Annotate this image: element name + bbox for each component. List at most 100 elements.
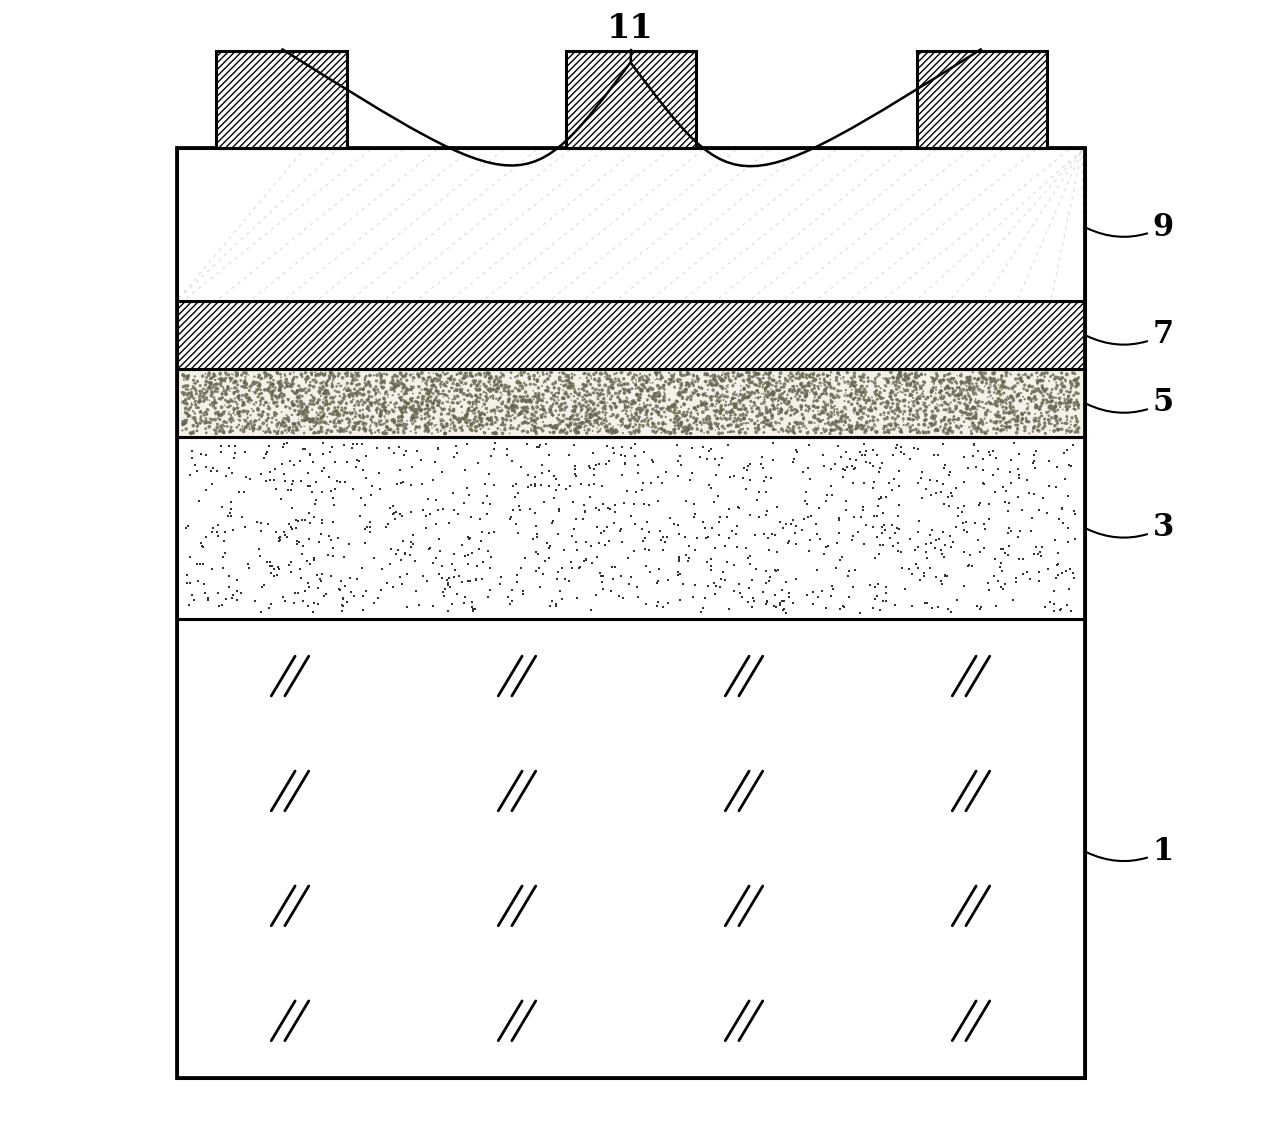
Point xyxy=(731,365,752,384)
Point xyxy=(583,407,603,426)
Point xyxy=(1019,368,1039,386)
Point xyxy=(753,460,773,478)
Point xyxy=(560,414,580,432)
Point xyxy=(382,386,402,404)
Point xyxy=(700,410,720,428)
Point xyxy=(320,363,340,381)
Point xyxy=(638,381,658,400)
Point xyxy=(893,393,913,411)
Point xyxy=(885,410,905,428)
Point xyxy=(212,596,232,614)
Point xyxy=(777,403,797,421)
Point xyxy=(820,377,840,395)
Point xyxy=(1020,570,1040,588)
Point xyxy=(404,535,424,553)
Point xyxy=(1064,394,1084,412)
Point xyxy=(678,553,699,571)
Point xyxy=(783,422,803,440)
Point xyxy=(412,568,433,586)
Point xyxy=(976,404,996,422)
Point xyxy=(199,365,219,384)
Point xyxy=(821,421,841,439)
Point xyxy=(1059,393,1079,411)
Point xyxy=(561,422,581,440)
Point xyxy=(397,565,417,583)
Point xyxy=(525,387,545,405)
Point xyxy=(460,411,480,429)
Point xyxy=(883,390,903,409)
Point xyxy=(832,413,852,431)
Point xyxy=(957,380,977,398)
Point xyxy=(875,381,895,400)
Point xyxy=(815,371,835,389)
Point xyxy=(711,397,731,415)
Point xyxy=(1050,394,1071,412)
Point xyxy=(528,388,549,406)
Point xyxy=(313,445,333,463)
Point xyxy=(397,415,417,434)
Point xyxy=(470,411,491,429)
Point xyxy=(641,373,661,392)
Point xyxy=(386,545,406,563)
Point xyxy=(480,558,501,577)
Point xyxy=(835,385,855,403)
Point xyxy=(387,417,407,435)
Point xyxy=(271,372,291,390)
Point xyxy=(375,364,395,382)
Point xyxy=(356,369,376,387)
Point xyxy=(564,520,584,538)
Point xyxy=(760,384,781,402)
Point xyxy=(622,370,642,388)
Point xyxy=(977,421,997,439)
Point xyxy=(619,382,639,401)
Point xyxy=(309,570,329,588)
Point xyxy=(391,389,411,407)
Point xyxy=(237,379,257,397)
Point xyxy=(259,422,279,440)
Point xyxy=(238,414,259,432)
Point xyxy=(866,423,886,442)
Point xyxy=(1037,403,1057,421)
Point xyxy=(405,402,425,420)
Point xyxy=(192,445,212,463)
Point xyxy=(641,563,661,581)
Point xyxy=(525,406,545,424)
Point xyxy=(329,364,349,382)
Point xyxy=(939,379,960,397)
Point xyxy=(859,407,879,426)
Point xyxy=(755,373,776,392)
Point xyxy=(827,401,847,419)
Point xyxy=(484,476,504,494)
Point xyxy=(546,402,566,420)
Point xyxy=(748,364,768,382)
Point xyxy=(593,365,613,384)
Point xyxy=(175,414,195,432)
Point xyxy=(462,388,482,406)
Point xyxy=(1026,363,1047,381)
Point xyxy=(575,421,595,439)
Point xyxy=(1057,596,1077,614)
Point xyxy=(204,382,224,401)
Point xyxy=(314,394,334,412)
Point xyxy=(549,379,569,397)
Point xyxy=(629,392,649,410)
Point xyxy=(644,388,665,406)
Point xyxy=(351,402,371,420)
Point xyxy=(469,364,489,382)
Point xyxy=(646,402,666,420)
Point xyxy=(873,369,893,387)
Point xyxy=(694,413,714,431)
Point xyxy=(240,558,260,577)
Point xyxy=(501,508,521,527)
Point xyxy=(915,390,936,409)
Point xyxy=(744,393,764,411)
Point xyxy=(760,363,781,381)
Point xyxy=(541,418,561,436)
Point xyxy=(878,392,898,410)
Point xyxy=(768,423,788,442)
Point xyxy=(251,381,271,400)
Point xyxy=(485,434,506,452)
Point xyxy=(712,418,733,436)
Point xyxy=(248,380,269,398)
Point xyxy=(754,423,774,442)
